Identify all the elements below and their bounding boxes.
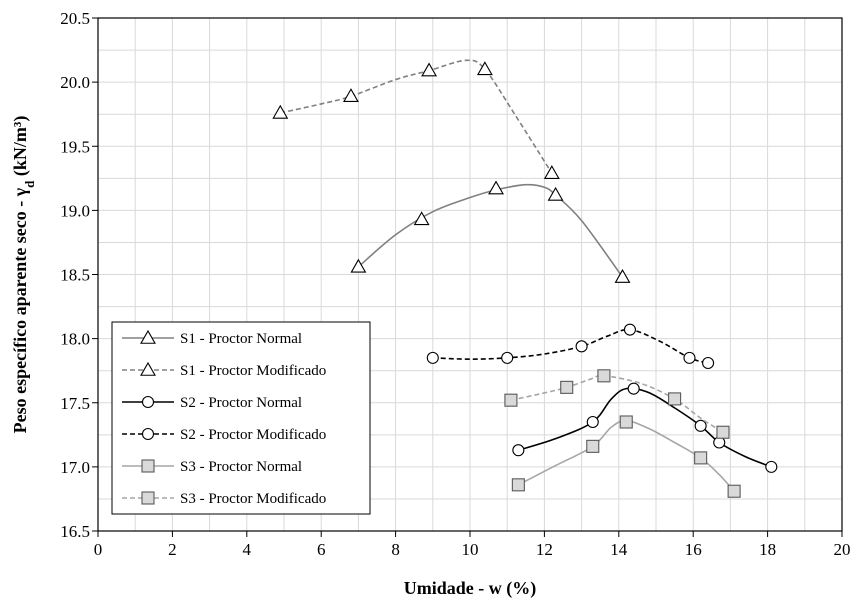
data-point bbox=[597, 369, 611, 383]
y-tick-label: 16.5 bbox=[60, 522, 90, 541]
x-tick-label: 14 bbox=[610, 540, 628, 559]
y-tick-label: 20.5 bbox=[60, 9, 90, 28]
legend-label: S3 - Proctor Normal bbox=[180, 459, 302, 475]
data-point bbox=[512, 444, 525, 457]
data-point bbox=[560, 380, 574, 394]
y-tick-label: 17.5 bbox=[60, 394, 90, 413]
data-point bbox=[586, 415, 599, 429]
x-tick-label: 12 bbox=[536, 540, 553, 559]
series-3 bbox=[512, 382, 778, 473]
y-tick-label: 19.5 bbox=[60, 137, 90, 156]
legend-marker bbox=[140, 361, 156, 376]
data-point bbox=[504, 393, 518, 407]
y-tick-label: 18.0 bbox=[60, 330, 90, 349]
legend-marker bbox=[141, 459, 155, 473]
data-point bbox=[623, 323, 637, 336]
data-point bbox=[668, 392, 682, 406]
data-point bbox=[476, 61, 493, 76]
y-tick-label: 17.0 bbox=[60, 458, 90, 477]
legend-marker bbox=[141, 395, 155, 409]
data-point bbox=[543, 165, 560, 179]
data-point bbox=[627, 382, 640, 395]
axis-ticks: 0 2 4 6 8 10 12 14 16 18 20 16.5 17.0 17.5 18.0 18.5 19.… bbox=[60, 9, 850, 559]
x-tick-label: 4 bbox=[243, 540, 252, 559]
data-point bbox=[683, 351, 696, 364]
x-axis-title: Umidade - w (%) bbox=[404, 578, 537, 599]
y-tick-label: 19.0 bbox=[60, 201, 90, 220]
x-tick-label: 18 bbox=[759, 540, 776, 559]
data-point bbox=[614, 268, 631, 283]
x-tick-label: 8 bbox=[391, 540, 400, 559]
legend-marker bbox=[141, 427, 155, 441]
data-point bbox=[343, 88, 359, 103]
series-5 bbox=[511, 415, 741, 498]
x-tick-label: 20 bbox=[834, 540, 851, 559]
y-axis-title-main: Peso específico aparente seco - γ bbox=[10, 187, 30, 433]
x-tick-label: 2 bbox=[168, 540, 177, 559]
data-point bbox=[413, 211, 430, 226]
data-point bbox=[350, 258, 367, 273]
series-2 bbox=[272, 59, 560, 179]
data-point bbox=[421, 62, 438, 77]
data-point bbox=[702, 356, 715, 370]
x-tick-label: 0 bbox=[94, 540, 103, 559]
series-line bbox=[518, 387, 772, 468]
legend-label: S1 - Proctor Modificado bbox=[180, 363, 326, 379]
data-point bbox=[426, 351, 439, 364]
data-point bbox=[694, 419, 707, 432]
x-tick-label: 6 bbox=[317, 540, 326, 559]
legend: S1 - Proctor Normal S1 - Proctor Modifica… bbox=[111, 321, 371, 515]
data-point bbox=[716, 425, 730, 439]
data-point bbox=[694, 451, 708, 465]
legend-label: S1 - Proctor Normal bbox=[180, 331, 302, 347]
data-point bbox=[488, 180, 504, 195]
legend-label: S2 - Proctor Modificado bbox=[180, 427, 326, 443]
y-axis-title: Peso específico aparente seco - γd (kN/m… bbox=[10, 116, 37, 434]
data-point bbox=[272, 104, 289, 119]
y-tick-label: 18.5 bbox=[60, 266, 90, 285]
y-tick-label: 20.0 bbox=[60, 73, 90, 92]
legend-box bbox=[111, 321, 371, 515]
data-point bbox=[575, 340, 588, 353]
data-point bbox=[547, 186, 564, 201]
data-point bbox=[586, 439, 600, 453]
legend-label: S2 - Proctor Normal bbox=[180, 395, 302, 411]
series-6 bbox=[504, 369, 730, 439]
series-line bbox=[432, 328, 709, 364]
data-point bbox=[511, 478, 525, 492]
legend-marker bbox=[141, 491, 155, 505]
x-tick-label: 10 bbox=[462, 540, 479, 559]
legend-label: S3 - Proctor Modificado bbox=[180, 491, 326, 507]
series-line bbox=[357, 183, 624, 278]
data-point bbox=[501, 351, 514, 364]
x-tick-label: 16 bbox=[685, 540, 702, 559]
legend-marker bbox=[140, 329, 156, 344]
data-point bbox=[727, 484, 741, 498]
y-axis-title-unit: (kN/m³) bbox=[10, 116, 31, 181]
data-point bbox=[765, 460, 778, 473]
series-4 bbox=[426, 323, 715, 370]
series-layer bbox=[272, 59, 778, 498]
y-axis-title-subscript: d bbox=[22, 180, 37, 188]
data-point bbox=[619, 415, 633, 429]
series-1 bbox=[350, 180, 631, 283]
series-line bbox=[517, 419, 735, 492]
